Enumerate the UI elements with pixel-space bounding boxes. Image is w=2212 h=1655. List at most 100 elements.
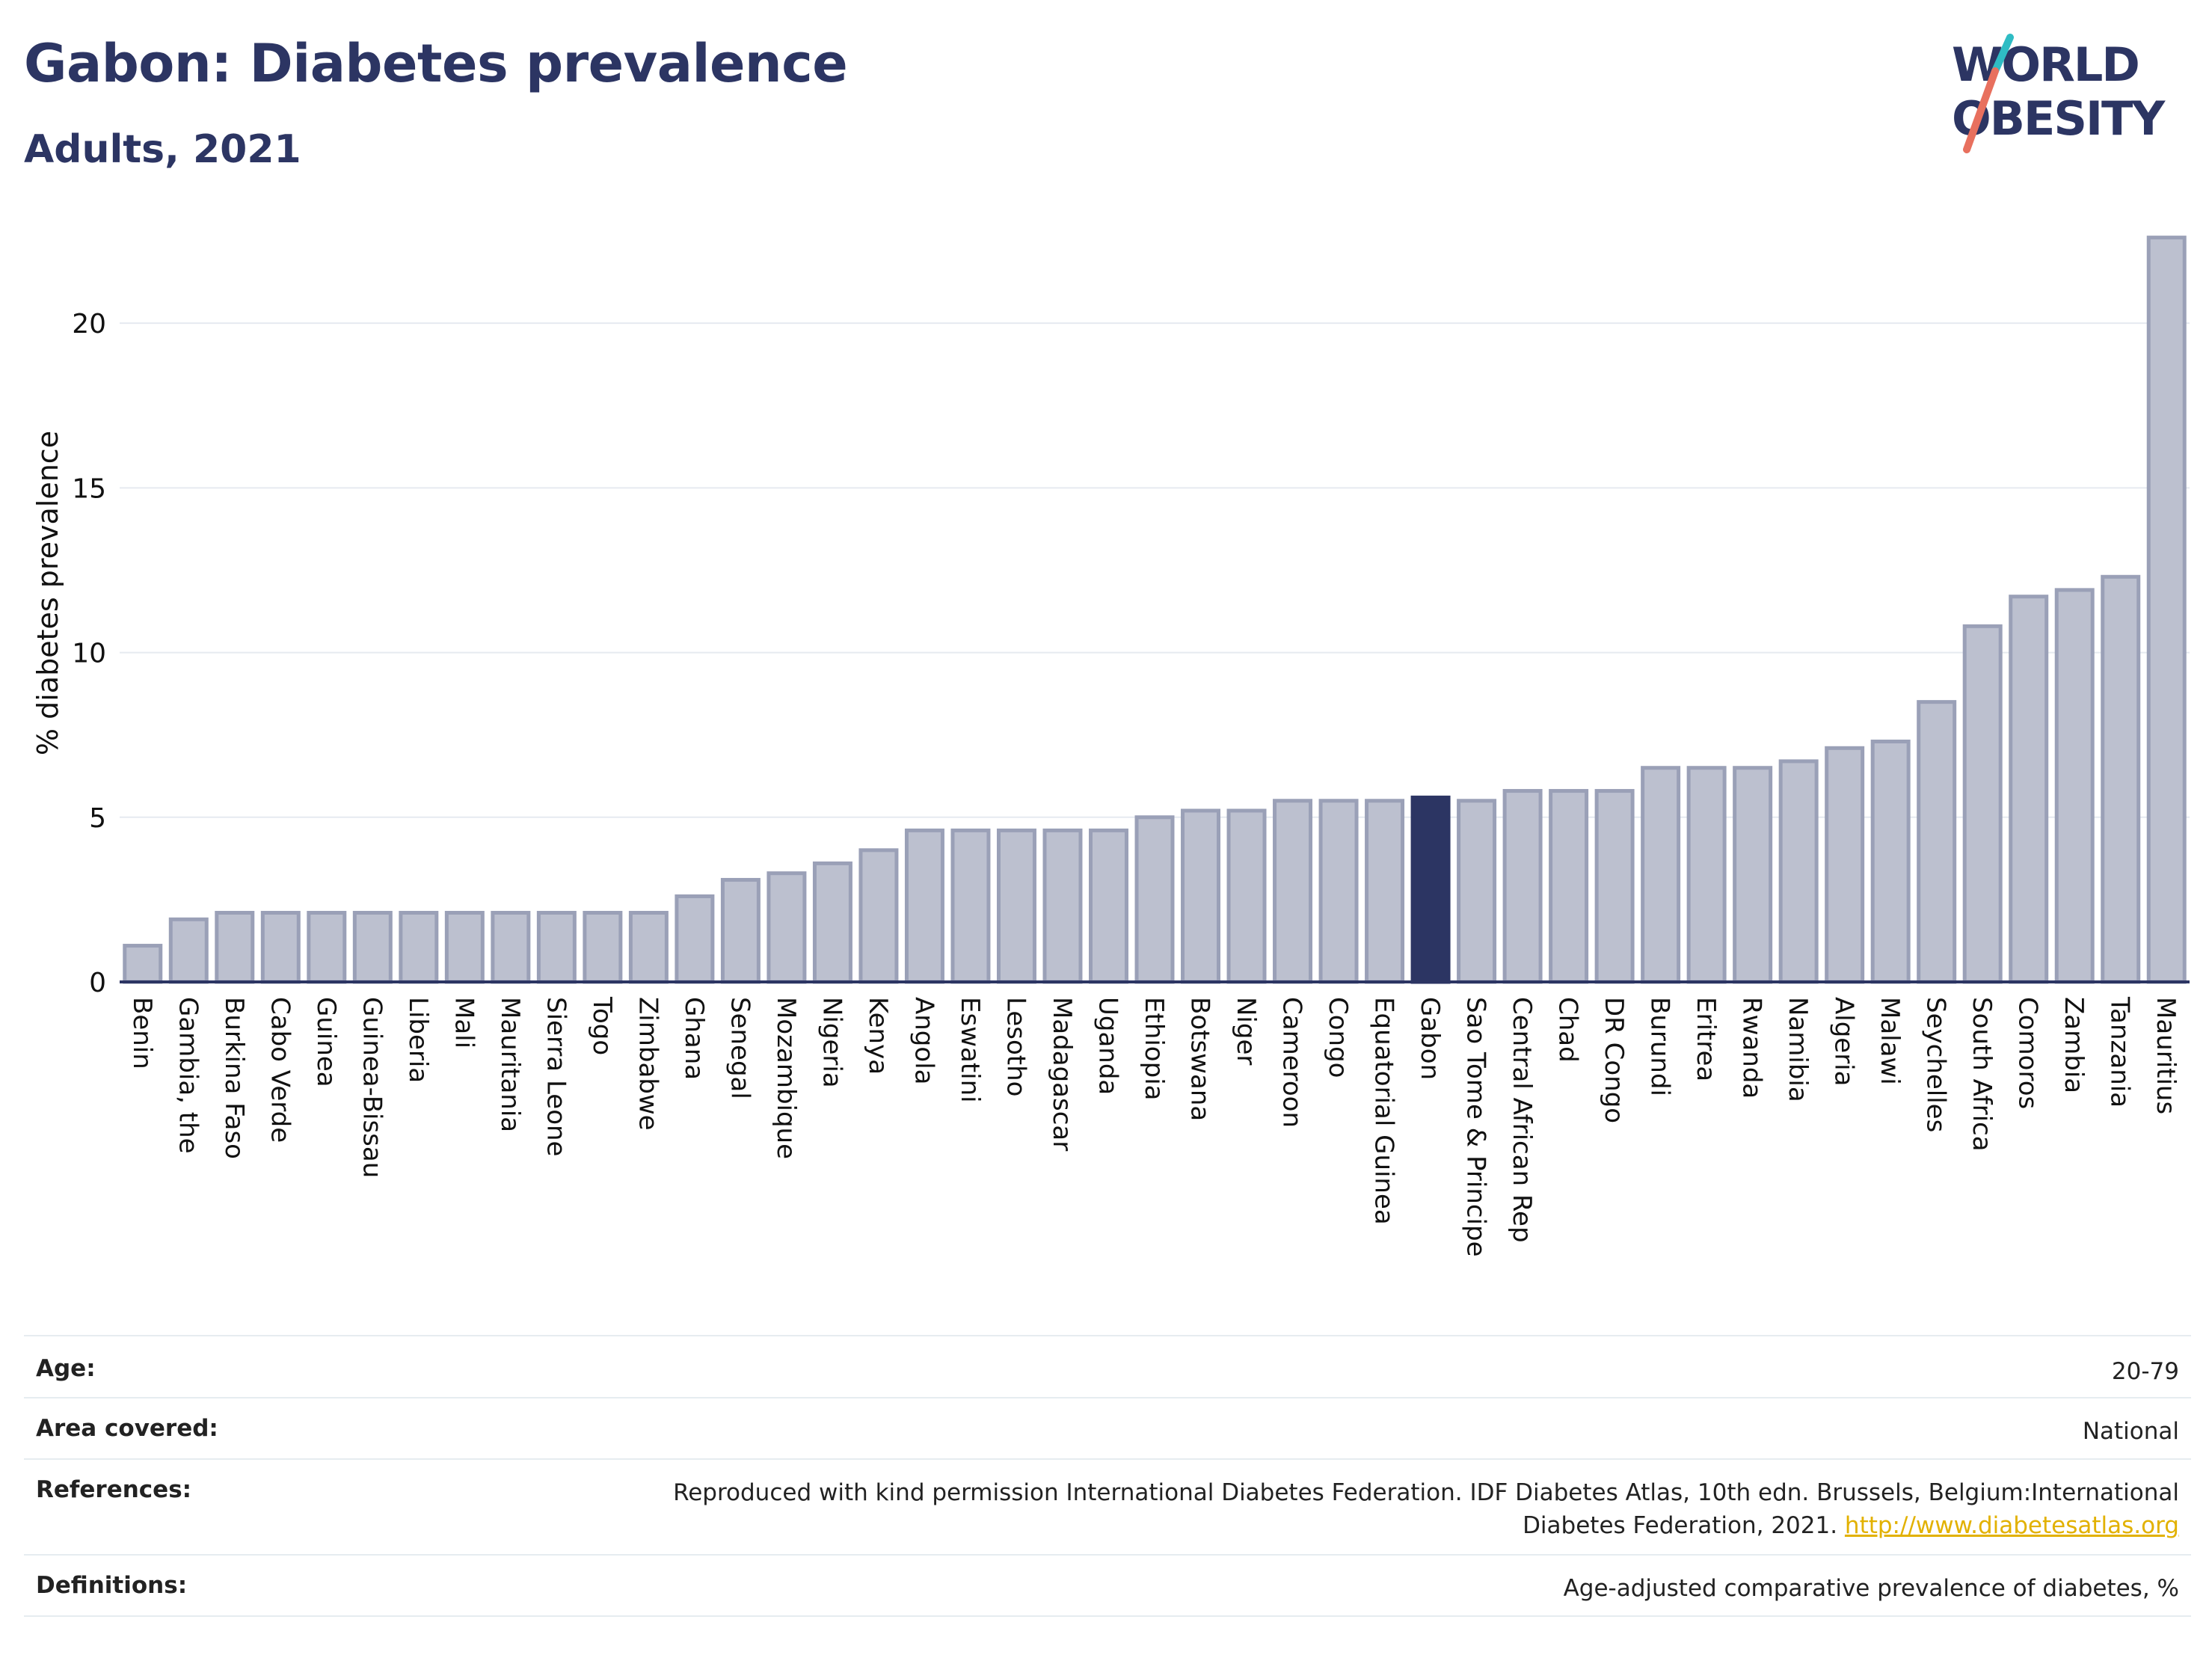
y-axis-ticks: 0 5 10 15 20	[72, 309, 106, 998]
references-row: References: Reproduced with kind permiss…	[24, 1467, 2191, 1550]
bar	[1962, 624, 2003, 984]
references-text: Diabetes Federation, 2021.	[1523, 1512, 1838, 1539]
x-tick-label: Zambia	[2059, 997, 2089, 1093]
bar	[1686, 766, 1727, 984]
x-tick-label: Guinea-Bissau	[357, 997, 387, 1178]
bar	[1549, 789, 1589, 984]
definitions-value: Age-adjusted comparative prevalence of d…	[1563, 1575, 2179, 1602]
area-label: Area covered:	[36, 1415, 218, 1442]
x-tick-label: DR Congo	[1599, 997, 1629, 1123]
x-tick-label: Cameroon	[1277, 997, 1307, 1128]
x-tick-label: Sierra Leone	[541, 997, 571, 1156]
bar	[215, 911, 255, 984]
bars	[123, 236, 2187, 984]
x-tick-label: Mauritius	[2151, 997, 2181, 1114]
bar	[1502, 789, 1543, 984]
bar	[675, 894, 715, 984]
area-row: Area covered: National	[24, 1406, 2191, 1457]
x-tick-label: Seychelles	[1921, 997, 1951, 1132]
y-tick-label: 10	[72, 639, 106, 669]
age-label: Age:	[36, 1355, 96, 1382]
bar	[444, 911, 485, 984]
x-tick-label: Chad	[1553, 997, 1583, 1063]
x-tick-label: Liberia	[403, 997, 433, 1083]
bar	[352, 911, 393, 984]
diabetes-atlas-link[interactable]: http://www.diabetesatlas.org	[1844, 1512, 2179, 1539]
bar	[2101, 574, 2141, 984]
bar	[1273, 799, 1313, 984]
x-tick-label: Uganda	[1093, 997, 1122, 1095]
table-divider	[24, 1397, 2191, 1398]
x-tick-label: Sao Tome & Principe	[1461, 997, 1491, 1257]
x-tick-label: Namibia	[1783, 997, 1813, 1102]
x-tick-label: Tanzania	[2105, 996, 2135, 1108]
bar	[1825, 746, 1865, 984]
y-axis-title: % diabetes prevalence	[31, 431, 64, 755]
bar-chart: 0 5 10 15 20 Benin Gambia, the Burkina Faso Cab…	[31, 236, 2190, 1257]
x-tick-label: Mali	[449, 997, 479, 1048]
x-tick-label: Benin	[127, 997, 157, 1069]
x-tick-label: Cabo Verde	[265, 997, 295, 1143]
bar	[1594, 789, 1635, 984]
bar	[399, 911, 439, 984]
y-tick-label: 0	[89, 968, 106, 998]
age-row: Age: 20-79	[24, 1346, 2191, 1397]
bar	[307, 911, 347, 984]
definitions-row: Definitions: Age-adjusted comparative pr…	[24, 1563, 2191, 1614]
table-divider	[24, 1458, 2191, 1460]
bar	[1042, 828, 1083, 984]
bar	[168, 917, 209, 984]
y-tick-label: 5	[89, 803, 106, 834]
bar	[1917, 700, 1957, 984]
x-tick-label: Burundi	[1645, 997, 1675, 1096]
x-tick-label: Ethiopia	[1139, 997, 1169, 1100]
x-tick-label: Kenya	[863, 997, 893, 1075]
y-tick-label: 15	[72, 473, 106, 504]
x-tick-label: Nigeria	[817, 997, 847, 1088]
x-tick-label: Lesotho	[1001, 997, 1030, 1096]
x-tick-label: South Africa	[1967, 997, 1997, 1152]
bar	[996, 828, 1036, 984]
bar	[766, 871, 807, 984]
area-value: National	[2082, 1418, 2179, 1445]
table-divider	[24, 1335, 2191, 1336]
bar	[904, 828, 944, 984]
x-tick-label: Burkina Faso	[219, 997, 249, 1159]
x-tick-label: Eswatini	[955, 997, 985, 1103]
x-tick-label: Gambia, the	[173, 997, 203, 1154]
bar	[1457, 799, 1497, 984]
x-tick-label: Niger	[1231, 997, 1261, 1065]
page-subtitle: Adults, 2021	[24, 127, 301, 172]
definitions-label: Definitions:	[36, 1572, 188, 1599]
bar	[583, 911, 623, 984]
bar	[858, 848, 899, 984]
x-axis-labels: Benin Gambia, the Burkina Faso Cabo Verde Gu…	[127, 996, 2181, 1257]
age-value: 20-79	[2111, 1358, 2179, 1385]
bar	[1318, 799, 1359, 984]
bar	[1181, 808, 1221, 984]
x-tick-label: Equatorial Guinea	[1369, 997, 1399, 1225]
x-tick-label: Algeria	[1829, 997, 1859, 1086]
x-tick-label: Central African Rep	[1507, 997, 1537, 1243]
bar	[536, 911, 577, 984]
bar	[491, 911, 531, 984]
references-text-line1: Reproduced with kind permission Internat…	[673, 1479, 2179, 1506]
references-label: References:	[36, 1476, 192, 1503]
bar	[1410, 795, 1451, 984]
x-tick-label: Rwanda	[1737, 997, 1767, 1099]
bar	[1870, 739, 1911, 984]
references-text-line2: Diabetes Federation, 2021. http://www.di…	[673, 1509, 2179, 1542]
x-tick-label: Zimbabwe	[633, 997, 663, 1131]
bar	[2009, 595, 2049, 984]
bar	[720, 877, 761, 984]
bar	[950, 828, 991, 984]
bar	[1641, 766, 1681, 984]
world-obesity-logo: WORLD OBESITY	[1952, 34, 2167, 153]
bar	[1134, 815, 1175, 984]
y-tick-label: 20	[72, 309, 106, 340]
bar	[260, 911, 301, 984]
x-tick-label: Ghana	[679, 997, 709, 1080]
x-tick-label: Gabon	[1415, 997, 1445, 1080]
svg-text:WORLD: WORLD	[1952, 37, 2139, 92]
bar	[1365, 799, 1405, 984]
